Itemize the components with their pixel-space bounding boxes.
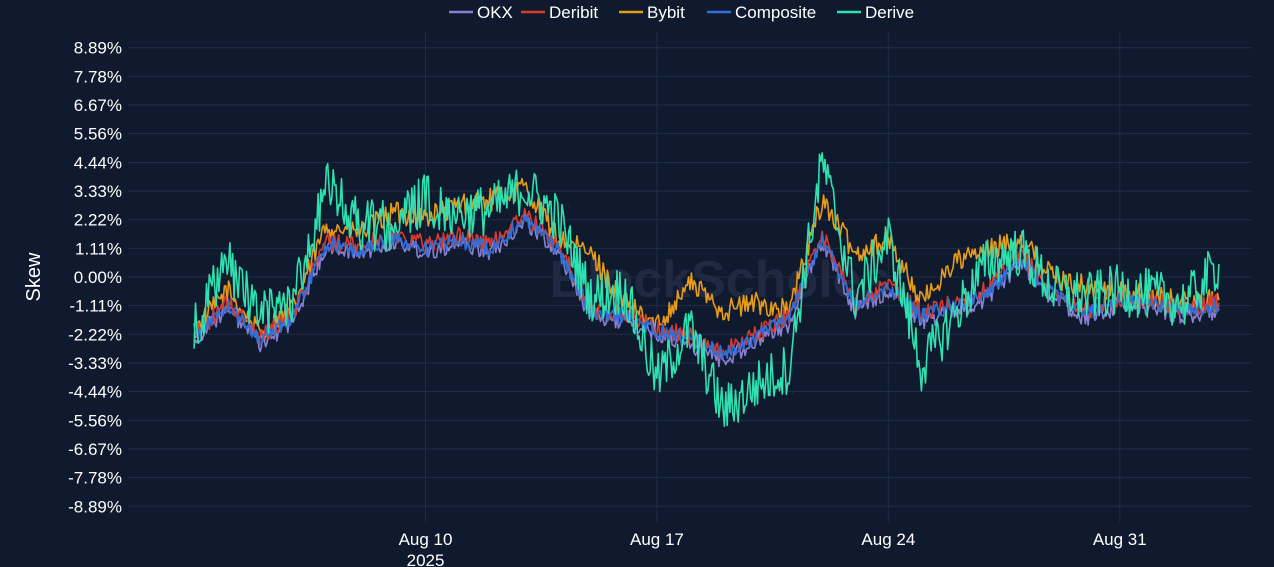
legend-label-deribit: Deribit <box>549 3 598 22</box>
y-tick-label: 3.33% <box>74 182 122 201</box>
legend-label-derive: Derive <box>865 3 914 22</box>
y-tick-label: -8.89% <box>68 497 122 516</box>
y-tick-label: -4.44% <box>68 383 122 402</box>
x-tick-label: Aug 17 <box>630 530 684 549</box>
x-tick-label: Aug 10 <box>399 530 453 549</box>
x-axis-ticks: Aug 10 2025 Aug 17 Aug 24 Aug 31 <box>399 530 1147 567</box>
x-tick-label: Aug 24 <box>861 530 915 549</box>
y-tick-label: 0.00% <box>74 268 122 287</box>
y-tick-label: 1.11% <box>75 239 122 258</box>
y-tick-label: -5.56% <box>68 411 122 430</box>
x-tick-label: Aug 31 <box>1093 530 1147 549</box>
y-tick-label: -2.22% <box>68 325 122 344</box>
legend-label-composite: Composite <box>735 3 816 22</box>
gridlines <box>128 32 1252 522</box>
series-line-bybit <box>193 177 1220 342</box>
series-line-composite <box>193 213 1220 361</box>
series-line-derive <box>193 152 1220 428</box>
y-tick-label: -7.78% <box>68 469 122 488</box>
series-group <box>193 152 1220 428</box>
legend-label-okx: OKX <box>477 3 513 22</box>
y-tick-label: 5.56% <box>74 125 122 144</box>
legend: OKX Deribit Bybit Composite Derive <box>449 3 914 22</box>
y-tick-label: 2.22% <box>74 211 122 230</box>
y-tick-label: -6.67% <box>68 440 122 459</box>
y-axis-ticks: 8.89% 7.78% 6.67% 5.56% 4.44% 3.33% 2.22% 1.11%… <box>68 39 122 517</box>
y-tick-label: 4.44% <box>74 153 122 172</box>
legend-label-bybit: Bybit <box>647 3 685 22</box>
y-tick-label: 7.78% <box>74 67 122 86</box>
y-axis-title: Skew <box>23 252 45 301</box>
y-tick-label: 8.89% <box>74 39 122 58</box>
y-tick-label: -1.11% <box>69 297 122 316</box>
y-tick-label: -3.33% <box>68 354 122 373</box>
y-tick-label: 6.67% <box>74 96 122 115</box>
x-tick-sublabel: 2025 <box>407 551 445 567</box>
